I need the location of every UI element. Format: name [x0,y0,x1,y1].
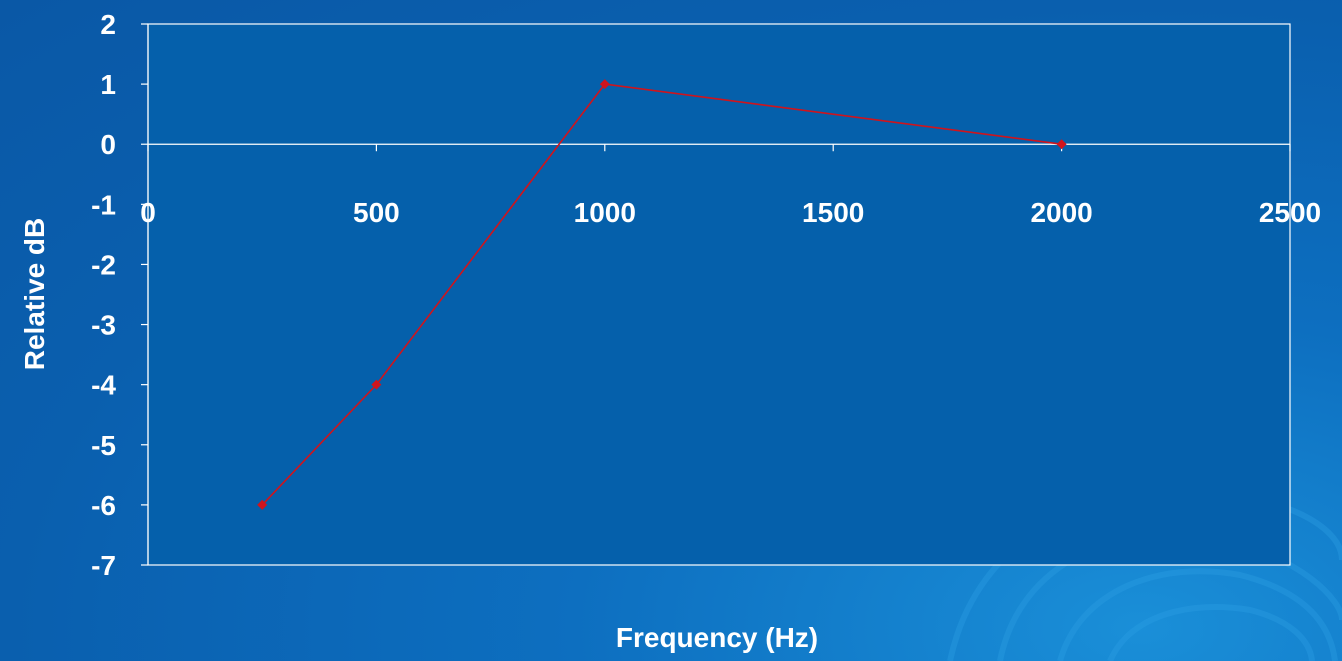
y-tick-label: 2 [100,9,116,40]
x-tick-label: 1000 [574,197,636,228]
data-point-marker [1056,139,1067,150]
x-tick-label: 1500 [802,197,864,228]
y-tick-label: -7 [91,550,116,581]
series-line [261,83,1062,506]
tick-marks [141,23,1291,566]
data-point-marker [599,79,610,90]
y-tick-label: -6 [91,490,116,521]
y-tick-label: 0 [100,129,116,160]
x-tick-labels: 0 500 1000 1500 2000 2500 [140,197,1321,228]
y-tick-label: -5 [91,430,116,461]
data-point-marker [257,499,268,510]
x-tick-label: 2000 [1030,197,1092,228]
plot-area [147,23,1291,566]
series-group [257,79,1067,510]
x-tick-label: 0 [140,197,156,228]
y-tick-label: -4 [91,370,116,401]
y-tick-label: 1 [100,69,116,100]
y-tick-label: -1 [91,189,116,220]
x-tick-label: 500 [353,197,400,228]
y-tick-label: -3 [91,310,116,341]
y-axis-title: Relative dB [19,218,50,371]
y-tick-label: -2 [91,249,116,280]
x-tick-label: 2500 [1259,197,1321,228]
x-axis-title: Frequency (Hz) [616,622,818,653]
data-point-marker [371,379,382,390]
axes [147,24,1290,565]
y-tick-labels: 2 1 0 -1 -2 -3 -4 -5 -6 -7 [91,9,116,581]
